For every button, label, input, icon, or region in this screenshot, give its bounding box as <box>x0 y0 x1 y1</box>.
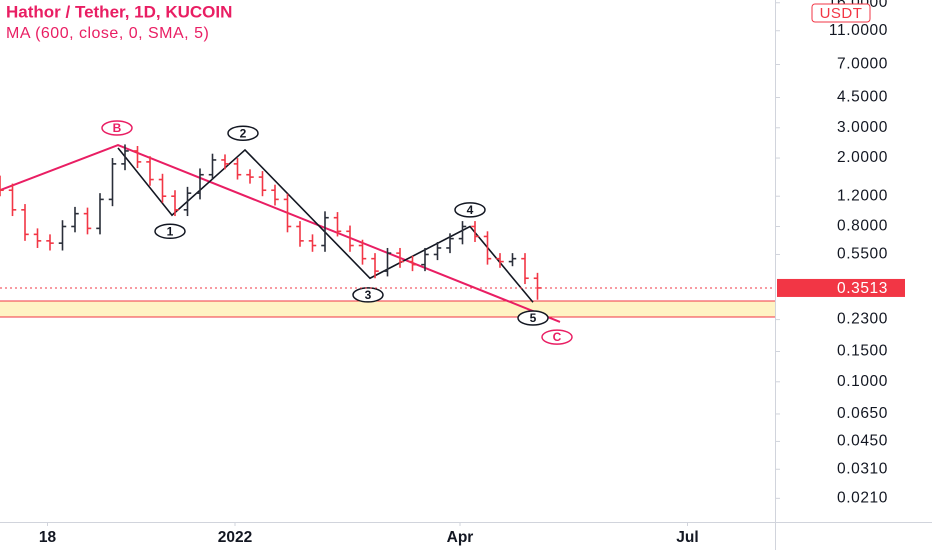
wave-label: 5 <box>530 311 537 325</box>
y-tick-label: 0.0210 <box>837 489 888 506</box>
y-tick-label: 0.0650 <box>837 405 888 422</box>
last-price-box <box>777 278 905 297</box>
wave-marker <box>227 125 259 141</box>
currency-box <box>811 3 871 23</box>
wave-marker <box>154 223 186 240</box>
wave-label: 3 <box>365 288 372 302</box>
wave-label: 4 <box>467 203 474 217</box>
chart-title: Hathor / Tether, 1D, KUCOIN <box>6 2 232 21</box>
y-tick-label: 0.1000 <box>837 373 888 390</box>
currency-label: USDT <box>820 5 863 22</box>
support-zone <box>0 300 775 318</box>
last-price-label: 0.3513 <box>837 280 888 297</box>
wave-marker <box>541 329 573 345</box>
y-tick-label: 4.5000 <box>837 89 888 106</box>
wave-label: B <box>113 121 122 135</box>
y-tick-label: 0.1500 <box>837 343 888 360</box>
y-tick-label: 0.0310 <box>837 460 888 477</box>
y-tick-label: 0.0450 <box>837 433 888 450</box>
wave-label: 2 <box>240 126 247 140</box>
x-tick-label: 2022 <box>218 529 252 546</box>
axes: 16.000011.00007.00004.50003.00002.00001.… <box>39 0 905 546</box>
y-tick-label: 1.2000 <box>837 187 888 204</box>
wave-marker <box>101 120 133 136</box>
plot-area: B 1 2 3 4 5 C <box>0 120 775 345</box>
wave-marker <box>352 287 384 303</box>
wave-line <box>117 147 534 303</box>
wave-marker <box>517 310 549 326</box>
y-tick-label: 2.0000 <box>837 149 888 166</box>
y-tick-label: 11.0000 <box>829 22 888 39</box>
x-tick-label: 18 <box>39 529 57 546</box>
indicator-label: MA (600, close, 0, SMA, 5) <box>6 25 209 42</box>
y-tick-label: 3.0000 <box>837 119 888 136</box>
wave-marker <box>454 202 486 218</box>
x-tick-label: Apr <box>447 529 474 546</box>
y-tick-label: 0.2300 <box>837 311 888 328</box>
wave-label: 1 <box>167 224 174 238</box>
wave-label: C <box>553 330 562 344</box>
y-tick-label: 7.0000 <box>837 56 888 73</box>
x-tick-label: Jul <box>676 529 698 546</box>
y-tick-label: 0.5500 <box>837 246 888 263</box>
y-tick-label: 0.8000 <box>837 218 888 235</box>
